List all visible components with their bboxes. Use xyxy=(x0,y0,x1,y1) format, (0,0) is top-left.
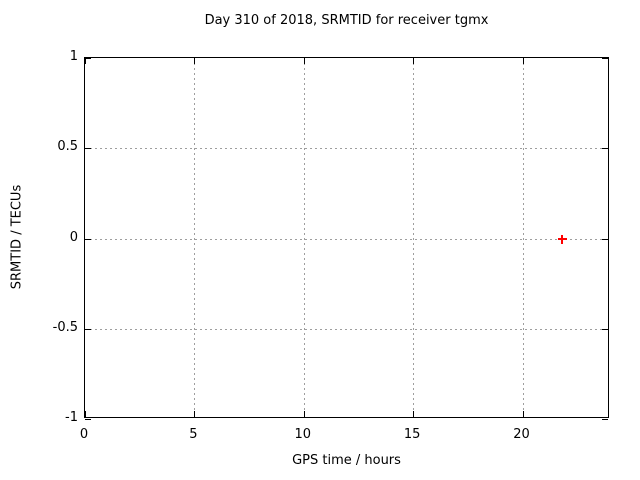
y-tick-right xyxy=(602,58,608,59)
y-tick-right xyxy=(602,148,608,150)
chart-title: Day 310 of 2018, SRMTID for receiver tgm… xyxy=(204,13,489,28)
y-tick-right xyxy=(602,328,608,330)
x-tick-label: 10 xyxy=(294,427,312,442)
x-tick-top xyxy=(413,58,415,64)
x-tick-top xyxy=(85,58,86,64)
x-tick-top xyxy=(194,58,196,64)
y-tick-left xyxy=(85,148,91,150)
grid-line-vertical xyxy=(413,58,415,417)
x-tick-label: 20 xyxy=(513,427,530,442)
x-tick-bottom xyxy=(413,411,415,417)
marker-plus-vertical xyxy=(560,234,563,244)
y-tick-label: -1 xyxy=(65,410,78,425)
y-tick-left xyxy=(85,328,91,330)
y-tick-left xyxy=(85,419,91,420)
plot-area xyxy=(84,57,609,420)
y-tick-right xyxy=(602,238,608,240)
y-tick-label: -0.5 xyxy=(52,319,78,335)
x-tick-top xyxy=(522,58,524,64)
y-tick-right xyxy=(602,419,608,420)
grid-line-vertical xyxy=(194,58,196,417)
x-tick-label: 0 xyxy=(79,427,89,442)
y-tick-label: 1 xyxy=(69,49,78,64)
y-tick-label: 0.5 xyxy=(57,139,78,155)
grid-line-vertical xyxy=(522,58,524,417)
x-tick-bottom xyxy=(85,411,86,417)
grid-line-horizontal xyxy=(85,328,608,330)
grid-line-horizontal xyxy=(85,238,608,240)
y-tick-left xyxy=(85,238,91,240)
x-tick-top xyxy=(303,58,305,64)
y-tick-left xyxy=(85,58,91,59)
x-tick-label: 15 xyxy=(403,427,421,442)
y-tick-label: 0 xyxy=(69,229,78,245)
grid-line-horizontal xyxy=(85,148,608,150)
x-tick-bottom xyxy=(522,411,524,417)
grid-line-vertical xyxy=(303,58,305,417)
x-axis-label: GPS time / hours xyxy=(292,453,401,468)
x-tick-bottom xyxy=(194,411,196,417)
x-tick-bottom xyxy=(303,411,305,417)
x-tick-label: 5 xyxy=(189,427,198,442)
